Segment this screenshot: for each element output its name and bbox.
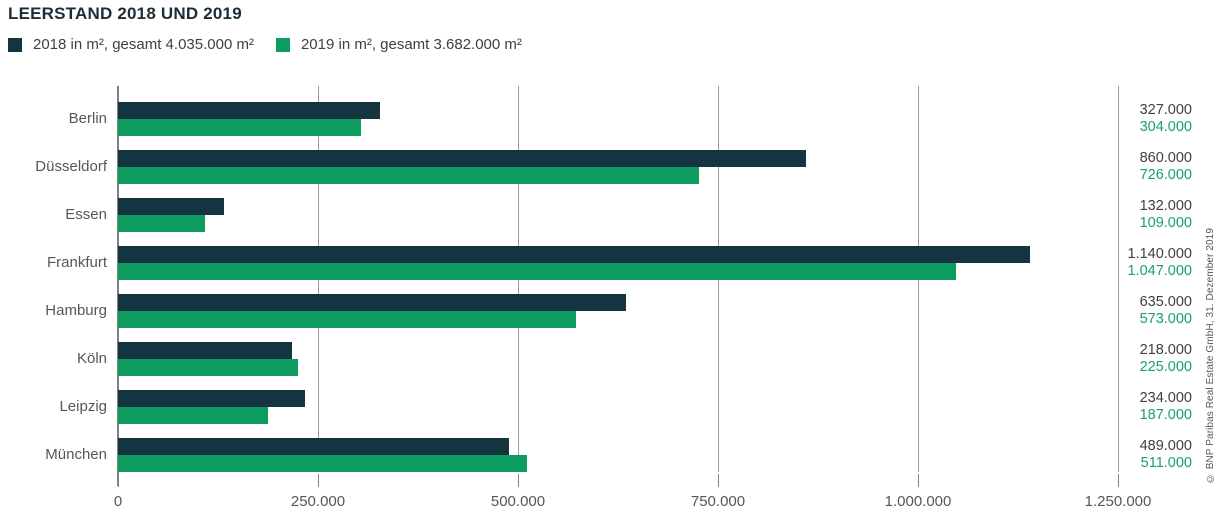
category-label-essen: Essen [65,206,107,223]
value-label-2018-hamburg: 635.000 [1139,294,1192,310]
x-axis-tick-label-250000: 250.000 [290,493,346,510]
category-label-frankfurt: Frankfurt [46,254,107,271]
x-axis-tick-label-1250000: 1.250.000 [1084,493,1152,510]
bar-group-leipzig [118,390,1118,424]
legend-swatch-2018-icon [8,37,22,52]
bar-2018-leipzig [118,390,306,407]
category-label-munchen: München [45,446,107,463]
value-label-2019-dusseldorf: 726.000 [1139,167,1192,183]
bar-2019-hamburg [118,311,577,328]
x-axis: 0 250.000 500.000 750.000 1.000.000 1.250.000 [114,472,1151,517]
x-axis-tick-label-0: 0 [113,493,123,510]
bar-2018-berlin [118,102,380,119]
gridline [1118,86,1119,472]
x-axis-tick-label-750000: 750.000 [690,493,746,510]
bar-2019-leipzig [118,407,268,424]
x-axis-tick [518,474,519,487]
x-axis-tick [118,474,119,487]
legend-item-2018: 2018 in m², gesamt 4.035.000 m² [8,36,254,53]
bar-2019-munchen [118,455,527,472]
value-label-2019-frankfurt: 1.047.000 [1127,263,1192,279]
category-axis-labels: Berlin Düsseldorf Essen Frankfurt Hamburg Köl… [0,86,107,472]
legend-label-2019: 2019 in m², gesamt 3.682.000 m² [300,36,522,53]
value-label-2019-munchen: 511.000 [1140,455,1192,471]
x-axis-tick [1118,474,1119,487]
bar-group-frankfurt [118,246,1118,280]
x-axis-tick-label-500000: 500.000 [490,493,546,510]
value-label-2019-hamburg: 573.000 [1139,311,1192,327]
chart-title: LEERSTAND 2018 UND 2019 [8,4,242,23]
bar-2019-dusseldorf [118,167,699,184]
copyright-note: © BNP Paribas Real Estate GmbH, 31. Deze… [1205,227,1216,483]
bar-group-berlin [118,102,1118,136]
bar-2018-frankfurt [118,246,1030,263]
x-axis-tick-label-1000000: 1.000.000 [884,493,952,510]
value-label-2019-koln: 225.000 [1139,359,1192,375]
bar-2018-dusseldorf [118,150,806,167]
legend-label-2018: 2018 in m², gesamt 4.035.000 m² [33,36,254,53]
value-label-2018-dusseldorf: 860.000 [1139,150,1192,166]
x-axis-tick [318,474,319,487]
legend-swatch-2019-icon [275,37,290,52]
value-label-2019-berlin: 304.000 [1139,119,1192,135]
bar-group-munchen [118,438,1118,472]
bar-2019-berlin [118,119,362,136]
value-labels-column: 327.000 304.000 860.000 726.000 132.000 109.0… [1126,86,1192,472]
value-label-2018-frankfurt: 1.140.000 [1127,246,1192,262]
bar-group-koln [118,342,1118,376]
category-label-koln: Köln [76,350,107,367]
value-label-2018-essen: 132.000 [1139,198,1192,214]
bar-group-hamburg [118,294,1118,328]
legend: 2018 in m², gesamt 4.035.000 m² 2019 in … [8,36,522,53]
bar-2018-essen [118,198,224,215]
bar-2018-munchen [118,438,510,455]
bar-2019-frankfurt [118,263,956,280]
value-label-2018-koln: 218.000 [1139,342,1192,358]
value-label-2019-essen: 109.000 [1139,215,1192,231]
category-label-hamburg: Hamburg [45,302,107,319]
x-axis-tick [718,474,719,487]
bar-group-dusseldorf [118,150,1118,184]
value-label-2019-leipzig: 187.000 [1139,407,1192,423]
bar-group-essen [118,198,1118,232]
plot-area [117,86,1119,486]
x-axis-tick [918,474,919,487]
legend-item-2019: 2019 in m², gesamt 3.682.000 m² [275,36,522,53]
value-label-2018-leipzig: 234.000 [1139,390,1192,406]
value-label-2018-berlin: 327.000 [1139,102,1192,118]
bar-2018-koln [118,342,293,359]
category-label-dusseldorf: Düsseldorf [35,158,107,175]
bar-2019-koln [118,359,298,376]
category-label-leipzig: Leipzig [59,398,107,415]
bar-2019-essen [118,215,206,232]
y-axis-line [117,86,119,486]
category-label-berlin: Berlin [68,110,107,127]
bar-2018-hamburg [118,294,626,311]
value-label-2018-munchen: 489.000 [1139,438,1192,454]
